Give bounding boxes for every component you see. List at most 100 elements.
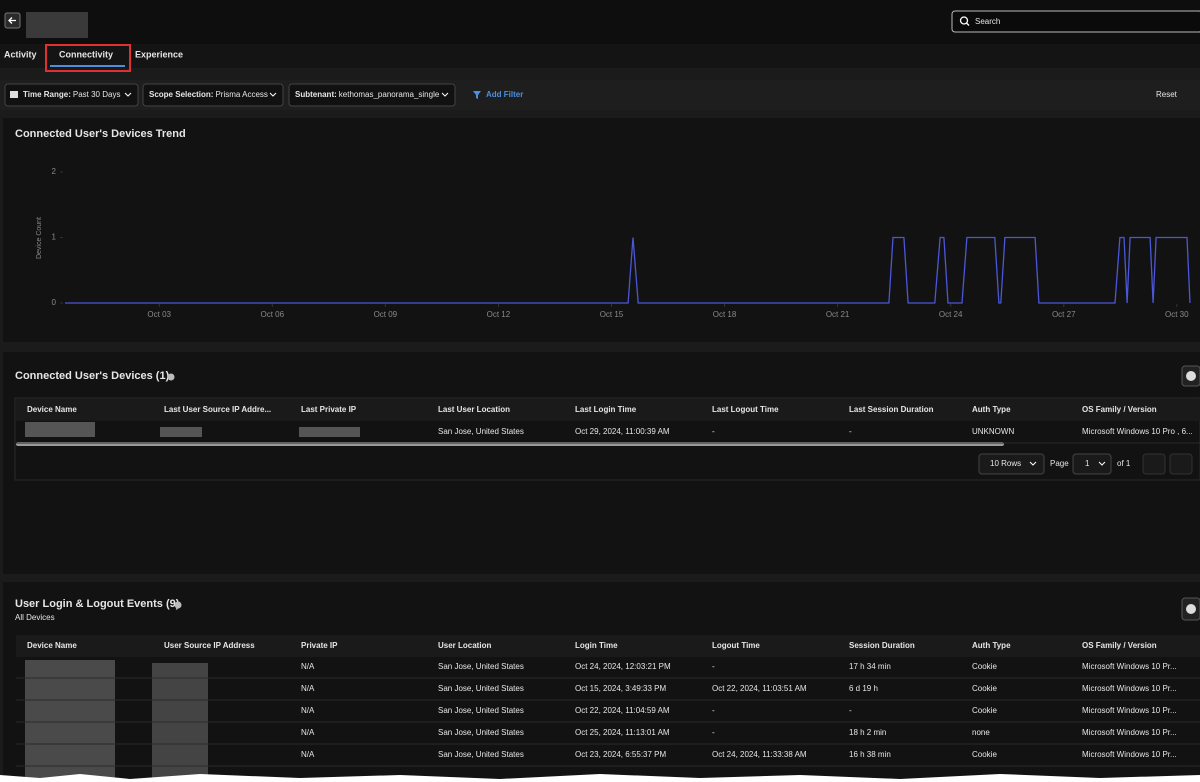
blurred-cell	[299, 427, 360, 437]
tab[interactable]: Connectivity	[59, 49, 113, 59]
cell: Microsoft Windows 10 Pr...	[1082, 662, 1177, 671]
cell: Cookie	[972, 662, 997, 671]
cell: Cookie	[972, 684, 997, 693]
cell: -	[712, 728, 715, 737]
column-header[interactable]: Last Login Time	[575, 405, 637, 414]
column-header[interactable]: Auth Type	[972, 641, 1011, 650]
filter-value: Prisma Access	[215, 90, 267, 99]
y-tick-label: 2	[52, 167, 57, 176]
column-header[interactable]: Last User Location	[438, 405, 510, 414]
cell: N/A	[301, 750, 315, 759]
cell: N/A	[301, 662, 315, 671]
tab[interactable]: Activity	[4, 49, 37, 59]
events-title: User Login & Logout Events (9)	[15, 598, 180, 610]
x-tick-label: Oct 03	[147, 310, 171, 319]
cell: San Jose, United States	[438, 427, 524, 436]
filter-label: Scope Selection:	[149, 90, 213, 99]
column-header[interactable]: Logout Time	[712, 641, 760, 650]
page-select[interactable]	[1073, 454, 1111, 474]
cell: Cookie	[972, 750, 997, 759]
tab[interactable]: Experience	[135, 49, 183, 59]
column-header[interactable]: Last Private IP	[301, 405, 357, 414]
y-tick-label: 1	[52, 233, 57, 242]
cell: 18 h 2 min	[849, 728, 886, 737]
x-tick-label: Oct 27	[1052, 310, 1076, 319]
prev-page[interactable]	[1143, 454, 1165, 474]
cell: -	[849, 706, 852, 715]
blurred-cell	[25, 422, 95, 437]
cell: 6 d 19 h	[849, 684, 878, 693]
cell: Oct 23, 2024, 6:55:37 PM	[575, 750, 667, 759]
cell: San Jose, United States	[438, 706, 524, 715]
cell: Oct 29, 2024, 11:00:39 AM	[575, 427, 670, 436]
cell: UNKNOWN	[972, 427, 1014, 436]
cell: Microsoft Windows 10 Pr...	[1082, 706, 1177, 715]
cell: Microsoft Windows 10 Pr...	[1082, 684, 1177, 693]
filter-value: Past 30 Days	[73, 90, 121, 99]
info-icon[interactable]	[175, 602, 182, 609]
column-header[interactable]: Last Logout Time	[712, 405, 779, 414]
cell: Microsoft Windows 10 Pr...	[1082, 728, 1177, 737]
trend-title: Connected User's Devices Trend	[15, 128, 186, 140]
cell: Microsoft Windows 10 Pro , 6...	[1082, 427, 1193, 436]
cell: Cookie	[972, 706, 997, 715]
column-header[interactable]: Device Name	[27, 641, 77, 650]
download-icon	[1186, 604, 1196, 614]
x-tick-label: Oct 09	[374, 310, 398, 319]
info-icon[interactable]	[168, 374, 175, 381]
x-tick-label: Oct 24	[939, 310, 963, 319]
cell: Oct 15, 2024, 3:49:33 PM	[575, 684, 667, 693]
cell: N/A	[301, 706, 315, 715]
cell: 17 h 34 min	[849, 662, 891, 671]
column-header[interactable]: OS Family / Version	[1082, 405, 1157, 414]
cell: San Jose, United States	[438, 750, 524, 759]
cell: San Jose, United States	[438, 728, 524, 737]
add-filter[interactable]: Add Filter	[486, 90, 523, 99]
next-page[interactable]	[1170, 454, 1192, 474]
column-header[interactable]: OS Family / Version	[1082, 641, 1157, 650]
cell: -	[849, 427, 852, 436]
cell: Oct 22, 2024, 11:03:51 AM	[712, 684, 807, 693]
column-header[interactable]: User Source IP Address	[164, 641, 255, 650]
cell: -	[712, 662, 715, 671]
blurred-cell	[160, 427, 202, 437]
cell: San Jose, United States	[438, 662, 524, 671]
page-value[interactable]: 1	[1085, 459, 1090, 468]
search-placeholder: Search	[975, 17, 1000, 26]
cell: -	[712, 706, 715, 715]
page-of: of 1	[1117, 459, 1131, 468]
column-header[interactable]: Session Duration	[849, 641, 915, 650]
y-tick-label: 0	[52, 298, 57, 307]
y-axis-label: Device Count	[36, 217, 43, 259]
cell: N/A	[301, 684, 315, 693]
cell: none	[972, 728, 990, 737]
cell: N/A	[301, 728, 315, 737]
reset[interactable]: Reset	[1156, 90, 1178, 99]
download-icon	[1186, 371, 1196, 381]
filter-icon	[10, 91, 18, 98]
events-subtitle: All Devices	[15, 613, 55, 622]
column-header[interactable]: Last User Source IP Addre...	[164, 405, 271, 414]
x-tick-label: Oct 18	[713, 310, 737, 319]
cell: Oct 25, 2024, 11:13:01 AM	[575, 728, 670, 737]
page-label: Page	[1050, 459, 1069, 468]
column-header[interactable]: Auth Type	[972, 405, 1011, 414]
cell: Oct 22, 2024, 11:04:59 AM	[575, 706, 670, 715]
column-header[interactable]: Device Name	[27, 405, 77, 414]
x-tick-label: Oct 15	[600, 310, 624, 319]
rows-select-label[interactable]: 10 Rows	[990, 459, 1021, 468]
filter-label: Time Range:	[23, 90, 71, 99]
cell: -	[712, 427, 715, 436]
filter-label: Subtenant:	[295, 90, 337, 99]
blurred-title	[26, 12, 88, 38]
column-header[interactable]: Login Time	[575, 641, 618, 650]
cell: Oct 24, 2024, 12:03:21 PM	[575, 662, 671, 671]
x-tick-label: Oct 12	[487, 310, 511, 319]
column-header[interactable]: Last Session Duration	[849, 405, 934, 414]
x-tick-label: Oct 30	[1165, 310, 1189, 319]
column-header[interactable]: Private IP	[301, 641, 338, 650]
trend-panel	[3, 118, 1200, 342]
column-header[interactable]: User Location	[438, 641, 491, 650]
